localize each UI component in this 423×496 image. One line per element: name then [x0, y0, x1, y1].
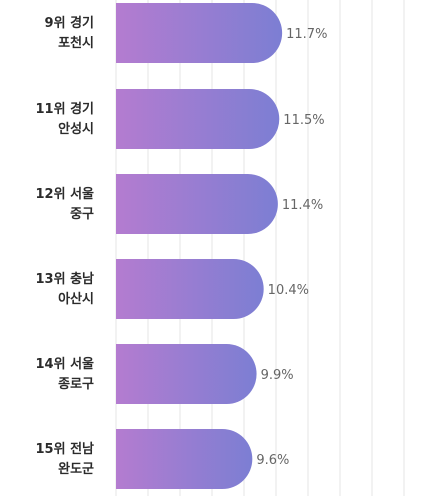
value-label: 11.4%	[282, 198, 323, 213]
value-label: 11.7%	[286, 27, 327, 42]
bar	[116, 429, 253, 489]
bar	[116, 344, 257, 404]
bar	[116, 259, 264, 319]
category-label: 12위 서울	[36, 186, 95, 202]
category-label: 15위 전남	[36, 441, 95, 457]
value-label: 9.6%	[256, 453, 289, 468]
value-label: 10.4%	[268, 283, 309, 298]
value-label: 9.9%	[261, 368, 294, 383]
category-label: 포천시	[58, 36, 94, 51]
bar	[116, 174, 278, 234]
bar	[116, 89, 280, 149]
category-label: 완도군	[58, 462, 94, 477]
category-label: 14위 서울	[36, 356, 95, 372]
category-label: 13위 충남	[36, 271, 95, 287]
category-label: 아산시	[58, 291, 94, 307]
category-label: 9위 경기	[45, 15, 94, 31]
category-label: 중구	[70, 207, 94, 222]
value-label: 11.5%	[283, 113, 324, 128]
category-label: 11위 경기	[36, 101, 95, 117]
bars	[116, 3, 283, 489]
category-label: 종로구	[58, 377, 94, 392]
category-label: 안성시	[58, 121, 94, 137]
bar	[116, 3, 283, 63]
grid-lines	[115, 0, 405, 496]
